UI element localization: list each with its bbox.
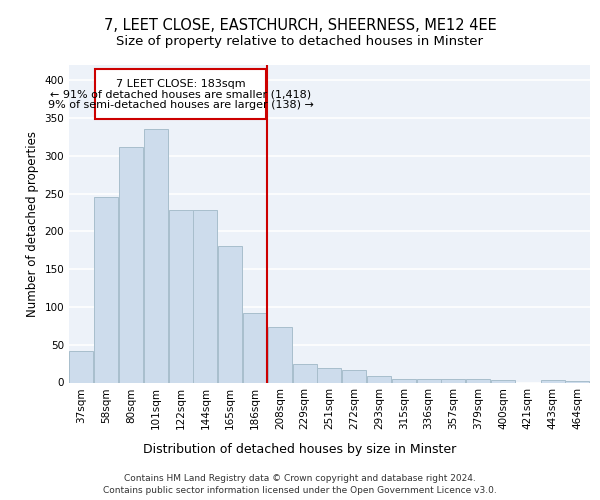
Bar [367, 376, 391, 382]
Text: 7 LEET CLOSE: 183sqm: 7 LEET CLOSE: 183sqm [116, 78, 245, 88]
Bar [541, 380, 565, 382]
Bar [293, 364, 317, 382]
Text: 7, LEET CLOSE, EASTCHURCH, SHEERNESS, ME12 4EE: 7, LEET CLOSE, EASTCHURCH, SHEERNESS, ME… [104, 18, 496, 32]
Bar [466, 380, 490, 382]
Bar [342, 370, 366, 382]
Bar [565, 381, 589, 382]
Bar [70, 351, 94, 382]
Text: Distribution of detached houses by size in Minster: Distribution of detached houses by size … [143, 442, 457, 456]
Bar [119, 146, 143, 382]
Text: ← 91% of detached houses are smaller (1,418): ← 91% of detached houses are smaller (1,… [50, 89, 311, 99]
Bar [268, 326, 292, 382]
Text: Contains HM Land Registry data © Crown copyright and database right 2024.: Contains HM Land Registry data © Crown c… [124, 474, 476, 483]
Bar [218, 246, 242, 382]
Bar [95, 69, 266, 119]
Text: 9% of semi-detached houses are larger (138) →: 9% of semi-detached houses are larger (1… [47, 100, 314, 110]
Bar [416, 378, 440, 382]
Bar [442, 380, 466, 382]
Bar [94, 198, 118, 382]
Bar [169, 210, 193, 382]
Y-axis label: Number of detached properties: Number of detached properties [26, 130, 39, 317]
Bar [144, 130, 168, 382]
Text: Size of property relative to detached houses in Minster: Size of property relative to detached ho… [116, 35, 484, 48]
Bar [243, 313, 267, 382]
Bar [193, 210, 217, 382]
Bar [392, 378, 416, 382]
Bar [491, 380, 515, 382]
Bar [317, 368, 341, 382]
Text: Contains public sector information licensed under the Open Government Licence v3: Contains public sector information licen… [103, 486, 497, 495]
